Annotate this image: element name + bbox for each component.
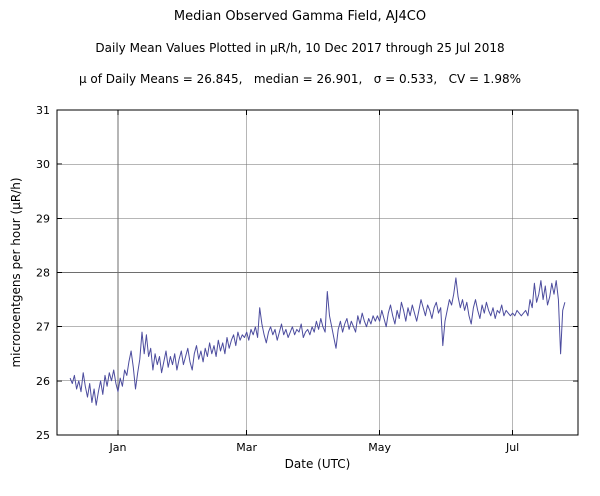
y-tick-label: 26 — [36, 375, 50, 388]
x-tick-label: Mar — [236, 441, 257, 454]
y-tick-label: 28 — [36, 267, 50, 280]
y-tick-label: 29 — [36, 212, 50, 225]
y-axis-title: microroentgens per hour (μR/h) — [9, 177, 23, 367]
x-axis-title: Date (UTC) — [285, 457, 351, 471]
chart-subtitle: Daily Mean Values Plotted in μR/h, 10 De… — [95, 41, 505, 55]
x-tick-label: Jan — [109, 441, 127, 454]
plot-frame — [56, 109, 579, 436]
chart-stats-line: μ of Daily Means = 26.845, median = 26.9… — [78, 72, 522, 86]
chart-title: Median Observed Gamma Field, AJ4CO — [173, 9, 427, 24]
y-tick-label: 30 — [36, 158, 50, 171]
gamma-series-line — [69, 277, 566, 406]
x-tick-label: Jul — [505, 441, 519, 454]
y-tick-label: 27 — [36, 321, 50, 334]
x-tick-label: May — [368, 441, 391, 454]
y-tick-label: 31 — [36, 104, 50, 117]
y-tick-label: 25 — [36, 429, 50, 442]
